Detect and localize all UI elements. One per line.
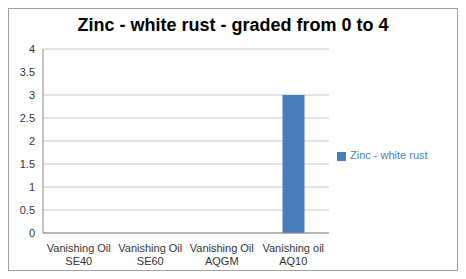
svg-text:Vanishing OilSE40: Vanishing OilSE40 xyxy=(47,242,111,267)
svg-text:Vanishing OilAQGM: Vanishing OilAQGM xyxy=(190,242,254,267)
svg-text:3.5: 3.5 xyxy=(20,66,35,78)
svg-text:2.5: 2.5 xyxy=(20,112,35,124)
svg-text:Vanishing oilAQ10: Vanishing oilAQ10 xyxy=(262,242,324,267)
svg-text:Vanishing OilSE60: Vanishing OilSE60 xyxy=(118,242,182,267)
svg-text:0: 0 xyxy=(29,227,35,239)
html-text:Zinc - white rust: Zinc - white rust xyxy=(350,149,428,161)
svg-text:1: 1 xyxy=(29,181,35,193)
html-text:Zinc - white rust - graded fro: Zinc - white rust - graded from 0 to 4 xyxy=(77,15,389,35)
svg-text:3: 3 xyxy=(29,89,35,101)
svg-text:4: 4 xyxy=(29,43,35,55)
svg-text:0.5: 0.5 xyxy=(20,204,35,216)
svg-text:1.5: 1.5 xyxy=(20,158,35,170)
svg-text:2: 2 xyxy=(29,135,35,147)
